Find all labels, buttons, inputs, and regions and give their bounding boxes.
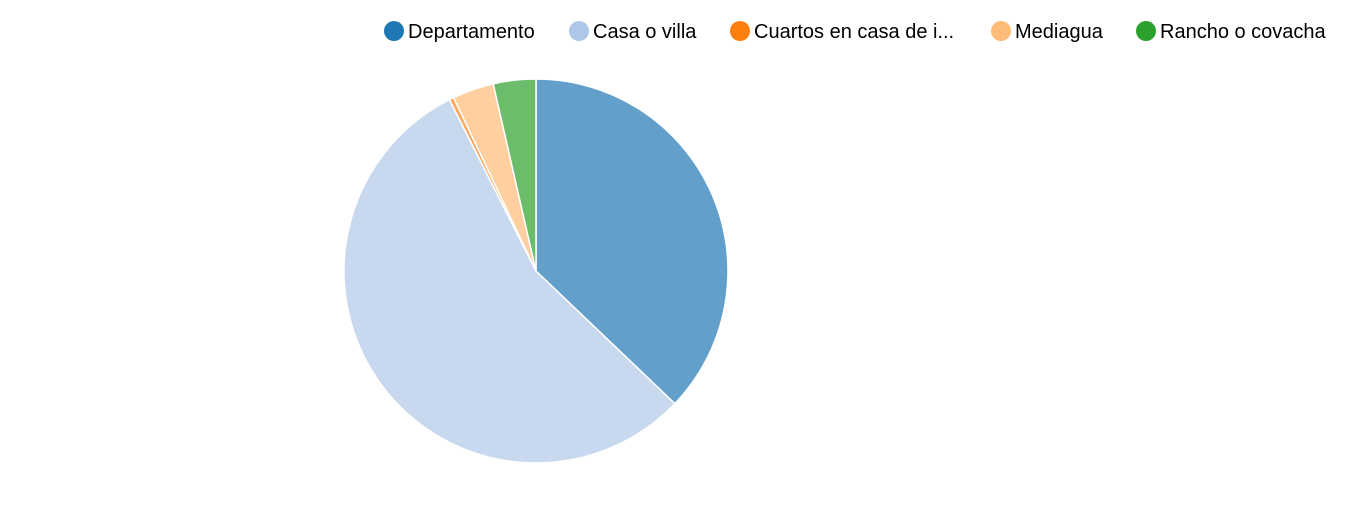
legend-label-4: Rancho o covacha xyxy=(1160,21,1327,43)
legend-marker-3 xyxy=(991,21,1011,41)
legend-marker-4 xyxy=(1136,21,1156,41)
legend-item-2[interactable]: Cuartos en casa de i... xyxy=(730,21,954,43)
legend-label-0: Departamento xyxy=(408,21,535,43)
pie-slice-1[interactable] xyxy=(343,98,676,464)
legend-item-1[interactable]: Casa o villa xyxy=(569,21,697,43)
pie-slice-0[interactable] xyxy=(535,78,729,405)
legend-item-0[interactable]: Departamento xyxy=(384,21,535,43)
legend-label-2: Cuartos en casa de i... xyxy=(754,21,954,43)
legend-marker-1 xyxy=(569,21,589,41)
legend-item-3[interactable]: Mediagua xyxy=(991,21,1104,43)
legend-label-1: Casa o villa xyxy=(593,21,697,43)
legend-marker-0 xyxy=(384,21,404,41)
pie-slice-4[interactable] xyxy=(492,78,537,272)
legend: Departamento Casa o villa Cuartos en casa … xyxy=(384,21,1327,43)
pie-slices xyxy=(343,78,729,464)
legend-label-3: Mediagua xyxy=(1015,21,1104,43)
legend-marker-2 xyxy=(730,21,750,41)
legend-item-4[interactable]: Rancho o covacha xyxy=(1136,21,1327,43)
